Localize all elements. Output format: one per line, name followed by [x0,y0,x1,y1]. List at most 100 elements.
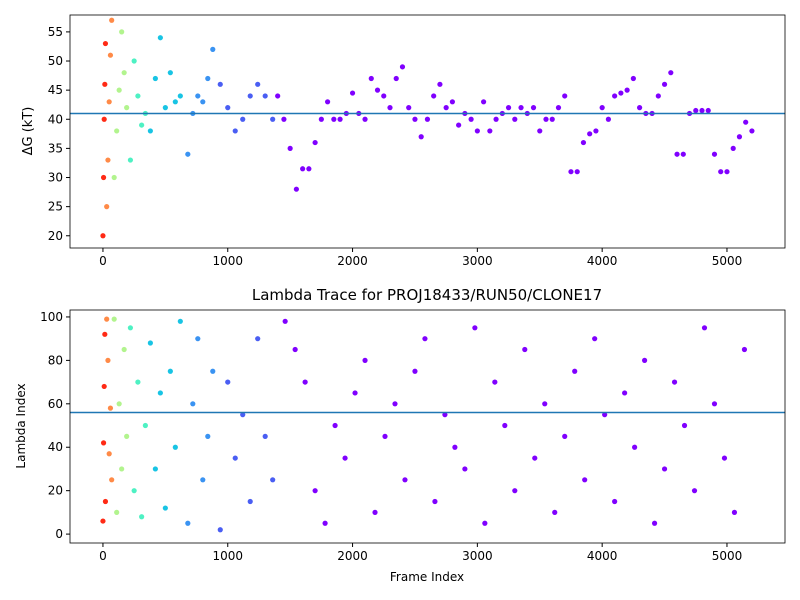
point [406,105,412,111]
point [109,17,115,23]
point [275,93,281,99]
point [468,116,474,122]
point [741,346,748,353]
point [124,433,130,439]
point [247,498,253,505]
x-tick-label: 0 [99,254,107,268]
point [247,93,253,99]
point [270,116,276,122]
y-tick-label: 55 [48,25,63,39]
point [109,477,115,483]
point [318,116,324,122]
point [100,518,106,524]
point [147,340,153,346]
chart-title: Lambda Trace for PROJ18433/RUN50/CLONE17 [252,286,602,304]
x-tick-label: 3000 [462,549,493,563]
point [432,498,438,505]
point [381,93,387,99]
point [162,105,168,111]
point [105,357,111,363]
x-tick-label: 2000 [337,254,368,268]
x-tick-label: 5000 [712,549,743,563]
point [111,316,117,322]
point [200,99,206,105]
point [281,116,287,122]
point [637,105,643,111]
point [362,116,368,122]
point [349,90,356,96]
y-tick-label: 45 [48,83,63,97]
point [205,75,211,82]
point [287,145,293,151]
x-tick-label: 4000 [587,254,618,268]
point [225,379,231,385]
point [172,444,178,450]
point [322,520,328,526]
point [139,514,145,520]
point [352,390,358,396]
point [101,116,107,122]
point [480,99,487,105]
point [622,390,628,396]
point [177,93,183,99]
point [205,433,211,439]
point [312,139,318,146]
point [593,128,599,134]
point [382,433,388,439]
point [107,405,114,411]
point [743,119,749,125]
point [505,105,512,111]
point [418,134,424,140]
point [135,379,141,385]
x-tick-label: 0 [99,549,107,563]
point [661,466,668,472]
point [542,401,548,407]
point [630,75,636,82]
y-tick-label: 20 [48,484,63,498]
point [562,433,568,439]
point [512,116,518,122]
point [185,520,191,526]
point [282,318,288,324]
point [232,455,238,461]
point [217,527,223,533]
point [422,336,428,342]
point [131,488,137,494]
point [641,357,648,363]
axes-frame [69,309,786,544]
point [730,145,736,151]
point [100,174,107,181]
point [568,169,574,175]
point [195,93,201,99]
point [106,451,112,457]
x-tick-label: 1000 [212,254,243,268]
point [116,401,122,407]
point [312,488,318,494]
y-tick-label: 30 [48,171,63,185]
point [699,107,705,114]
point [116,87,122,93]
point [217,81,223,87]
point [592,336,598,342]
point [102,40,109,47]
point [190,401,196,407]
point [555,105,562,111]
axes-frame [69,14,786,249]
point [210,368,216,374]
y-tick-label: 25 [48,200,63,214]
point [102,81,108,87]
point [602,412,608,418]
point [693,107,699,114]
point [200,477,206,483]
point [102,498,109,505]
point [711,401,718,407]
point [111,174,117,181]
point [574,169,580,175]
point [711,151,718,157]
point [374,87,381,93]
point [255,336,261,342]
point [210,46,216,52]
point [462,466,468,472]
point [139,122,145,128]
